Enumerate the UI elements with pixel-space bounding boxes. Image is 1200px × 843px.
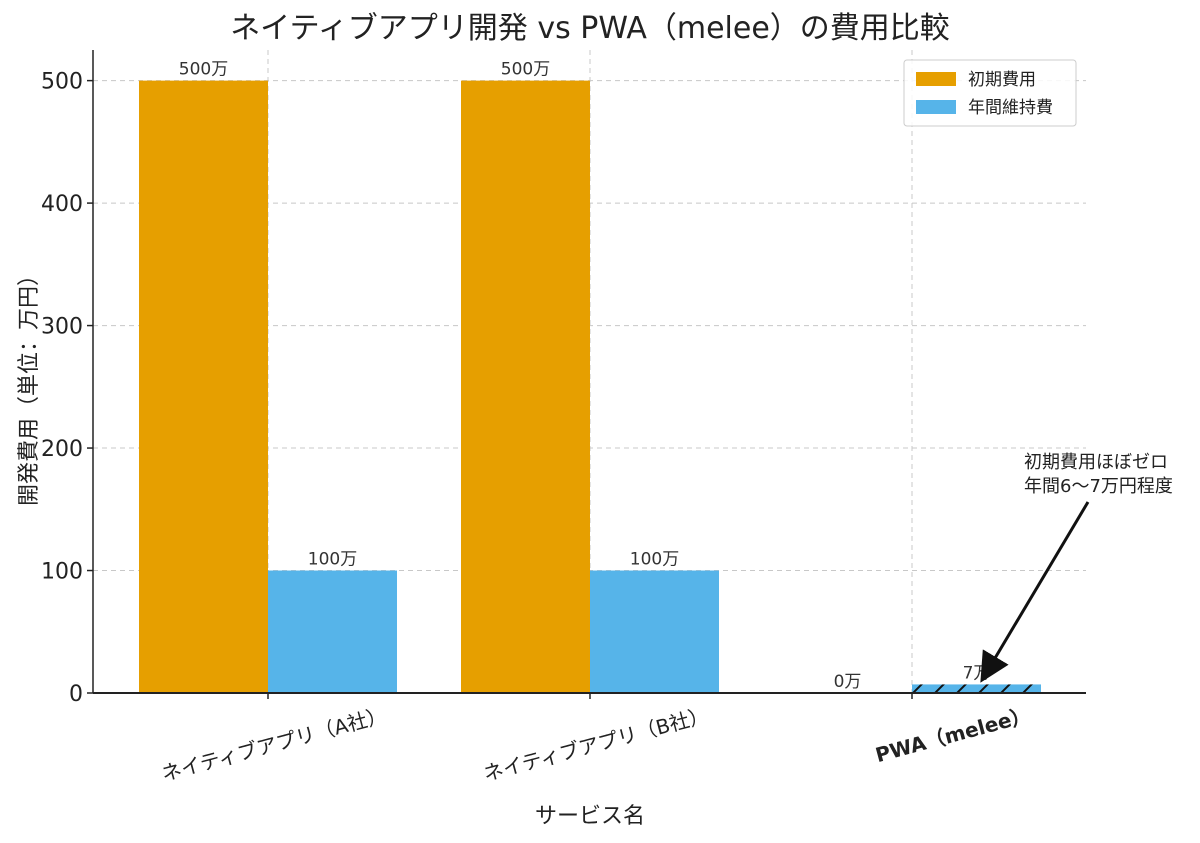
bar — [461, 80, 590, 694]
bars — [139, 80, 1041, 694]
bar-hatch — [912, 684, 1041, 693]
chart-title: ネイティブアプリ開発 vs PWA（melee）の費用比較 — [230, 11, 950, 46]
legend-label: 年間維持費 — [968, 98, 1053, 118]
y-tick-label: 400 — [41, 192, 83, 217]
bar — [139, 80, 268, 694]
data-label: 100万 — [308, 550, 357, 570]
y-tick-label: 500 — [41, 70, 83, 95]
y-tick-label: 200 — [41, 437, 83, 462]
x-category-label: ネイティブアプリ（B社） — [481, 703, 711, 786]
data-label: 7万 — [963, 663, 991, 683]
data-label: 100万 — [630, 550, 679, 570]
legend-label: 初期費用 — [968, 70, 1036, 90]
y-tick-label: 0 — [69, 682, 83, 707]
legend-swatch — [916, 72, 956, 86]
x-axis-label: サービス名 — [535, 804, 645, 829]
x-category-label: ネイティブアプリ（A社） — [159, 703, 389, 786]
annotation-text: 初期費用ほぼゼロ — [1024, 452, 1168, 473]
data-label: 500万 — [179, 60, 228, 80]
data-label: 0万 — [834, 672, 862, 692]
annotation-arrow — [980, 501, 1090, 683]
bar — [590, 570, 719, 693]
data-label: 500万 — [501, 60, 550, 80]
legend-swatch — [916, 100, 956, 114]
x-category-label: PWA（melee） — [873, 703, 1033, 768]
bar — [268, 570, 397, 693]
y-axis-label: 開発費用（単位：万円） — [17, 264, 42, 506]
y-tick-label: 100 — [41, 560, 83, 585]
annotation-text: 年間6〜7万円程度 — [1024, 476, 1173, 497]
y-tick-label: 300 — [41, 315, 83, 340]
